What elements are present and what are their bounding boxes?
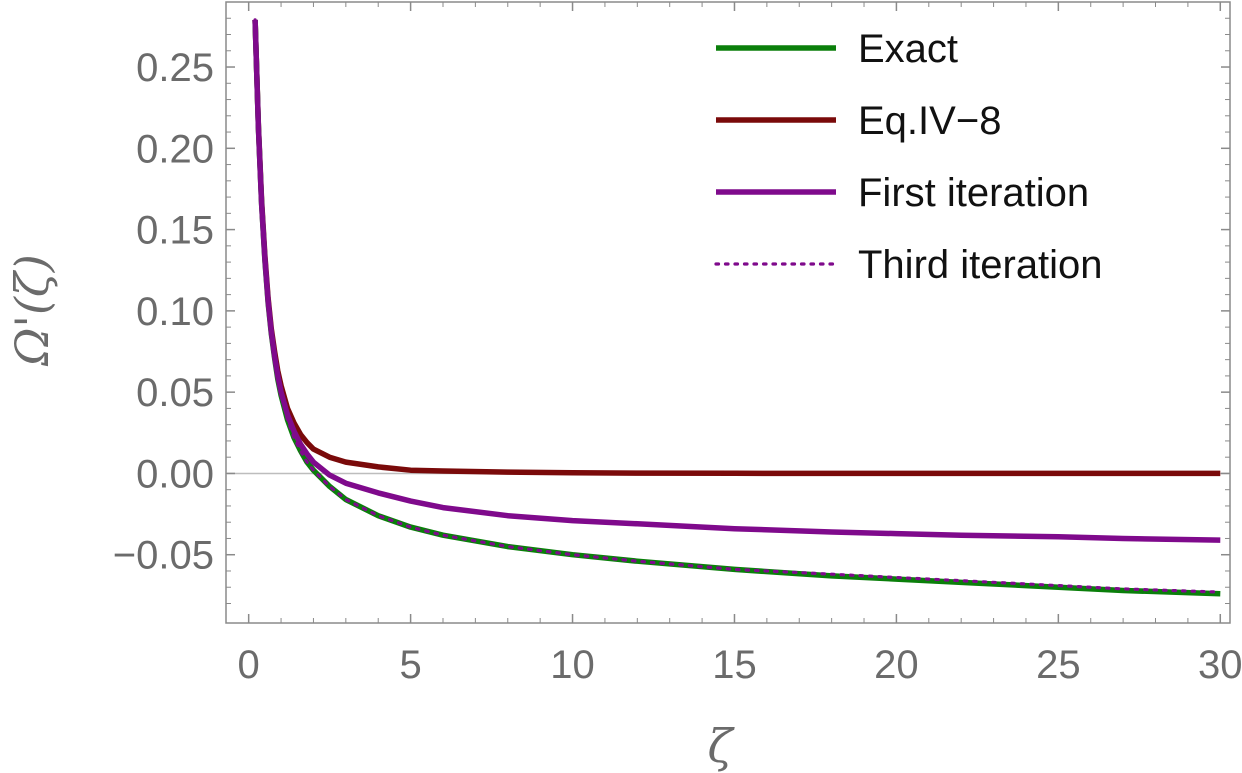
y-tick-label: 0.25 bbox=[136, 46, 214, 90]
legend-label: Third iteration bbox=[858, 243, 1103, 287]
legend: Exact Eq.IV−8 First iteration Third iterati… bbox=[714, 27, 1103, 287]
x-tick-label: 0 bbox=[238, 643, 260, 687]
legend-label: First iteration bbox=[858, 171, 1089, 215]
series-line-exact bbox=[252, 19, 1221, 597]
series-layer bbox=[252, 18, 1222, 597]
axes: 0 5 10 15 20 25 30 −0.05 0.00 0.05 0.10 0.15 0.20 0.2… bbox=[113, 1, 1242, 687]
x-axis-title: ζ bbox=[708, 719, 736, 773]
y-axis-title: Ω'(ζ) bbox=[5, 254, 59, 367]
y-tick-label: 0.20 bbox=[136, 127, 214, 171]
legend-label: Eq.IV−8 bbox=[858, 99, 1001, 143]
x-tick-label: 30 bbox=[1198, 643, 1242, 687]
x-tick-label: 20 bbox=[874, 643, 919, 687]
x-tick-label: 15 bbox=[712, 643, 757, 687]
y-tick-label: 0.10 bbox=[136, 290, 214, 334]
x-tick-label: 5 bbox=[399, 643, 421, 687]
y-tick-label: −0.05 bbox=[113, 534, 214, 578]
plot-frame bbox=[225, 1, 1231, 624]
y-tick-label: 0.15 bbox=[136, 209, 214, 253]
series-line-first-iteration bbox=[252, 19, 1221, 543]
y-tick-label: 0.05 bbox=[136, 371, 214, 415]
x-tick-label: 25 bbox=[1036, 643, 1081, 687]
x-tick-label: 10 bbox=[550, 643, 595, 687]
legend-label: Exact bbox=[858, 27, 958, 71]
y-tick-label: 0.00 bbox=[136, 452, 214, 496]
series-line-third-iteration bbox=[253, 18, 1222, 594]
